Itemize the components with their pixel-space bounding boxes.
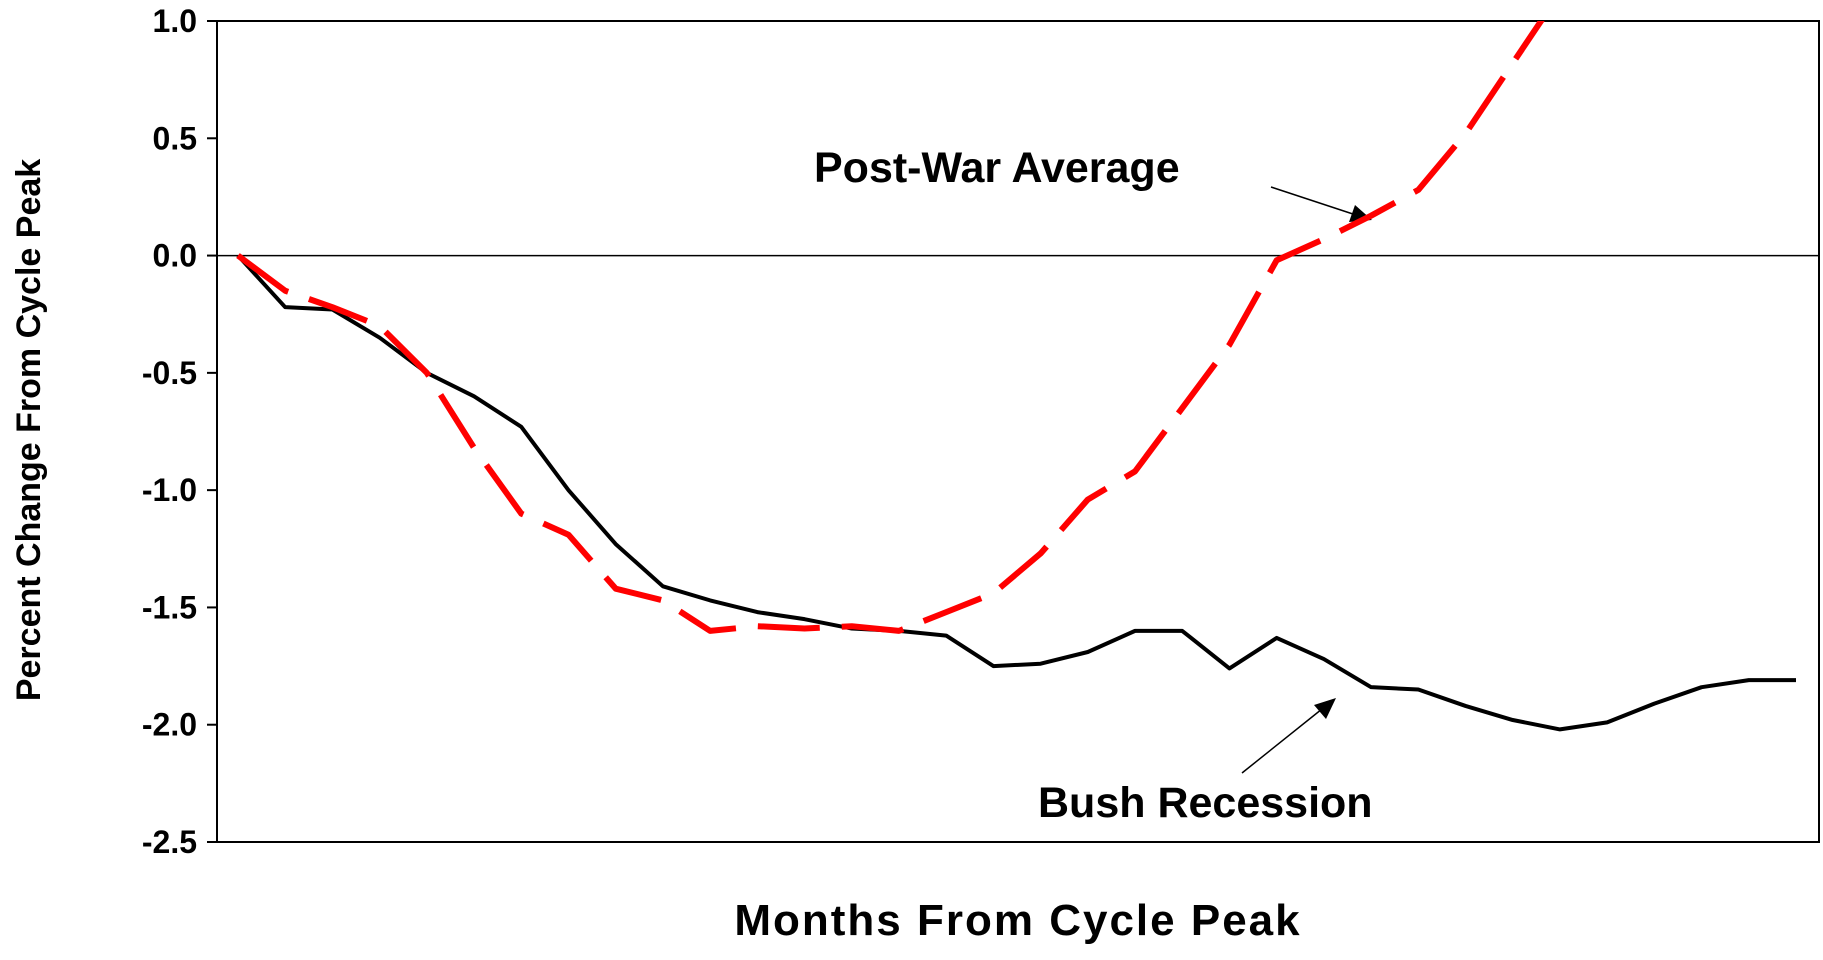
y-tick-label: -2.5 — [142, 824, 197, 860]
y-tick-label: 0.0 — [153, 238, 197, 274]
series-group — [236, 21, 1796, 732]
y-tick-label: -1.5 — [142, 589, 197, 625]
x-axis-title: Months From Cycle Peak — [734, 896, 1301, 945]
series-line — [236, 21, 1545, 634]
y-tick-label: -2.0 — [142, 707, 197, 743]
y-tick-label: 0.5 — [153, 120, 197, 156]
y-axis-title: Percent Change From Cycle Peak — [10, 159, 48, 701]
arrow-head — [1314, 698, 1336, 719]
annotation-arrow — [1270, 186, 1363, 218]
series-line — [236, 254, 1796, 732]
annotation-arrow — [1241, 704, 1328, 774]
plot-area — [216, 20, 1820, 843]
y-tick-label: -0.5 — [142, 355, 197, 391]
y-tick-label: -1.0 — [142, 472, 197, 508]
series-annotation: Post-War Average — [814, 144, 1180, 192]
series-annotation: Bush Recession — [1038, 779, 1373, 827]
y-tick-label: 1.0 — [153, 3, 197, 39]
plot-frame — [216, 20, 1820, 843]
